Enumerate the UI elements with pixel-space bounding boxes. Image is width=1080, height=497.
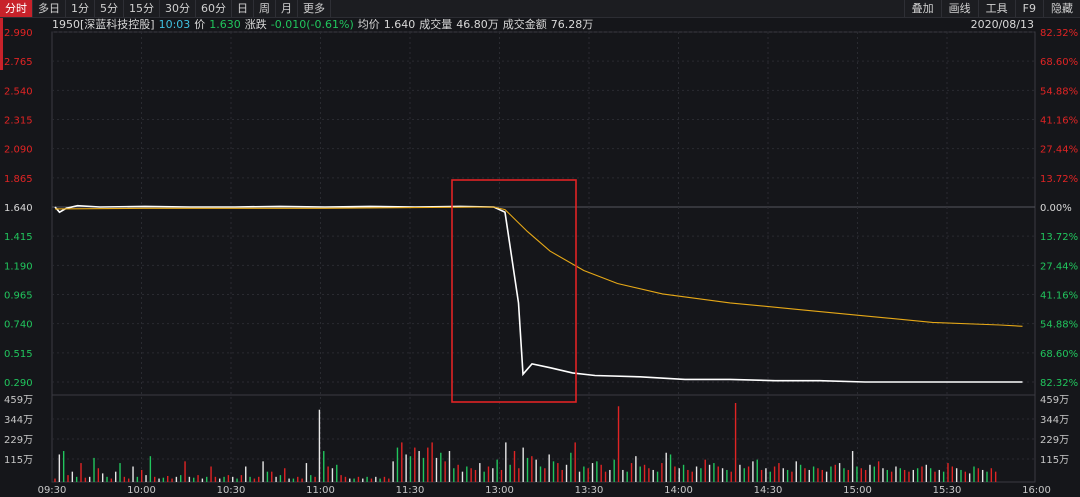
price-tick-label: 0.965 [4,291,33,302]
tool-buttons: 叠加 画线 工具 F9 隐藏 [903,0,1080,17]
tool-button-4[interactable]: 隐藏 [1043,0,1080,17]
volume-tick-label-right: 344万 [1040,415,1069,426]
time-tick-label: 11:00 [306,485,335,496]
pct-tick-label: 41.16% [1040,291,1078,302]
price-tick-label: 2.765 [4,57,33,68]
pct-tick-label: 54.88% [1040,86,1078,97]
price-tick-label: 0.515 [4,349,33,360]
time-tick-label: 09:30 [38,485,67,496]
price-tick-label: 2.090 [4,145,33,156]
tab-0[interactable]: 分时 [0,0,33,17]
volume-tick-label: 344万 [4,415,33,426]
tab-6[interactable]: 60分 [196,0,232,17]
highlight-box [451,179,577,403]
volume-tick-label-right: 229万 [1040,435,1069,446]
price-tick-label: 2.540 [4,86,33,97]
price-tick-label: 1.190 [4,261,33,272]
avg-price-label: 均价 [357,18,380,31]
pct-tick-label: 27.44% [1040,261,1078,272]
quote-info-bar: 1950[深蓝科技控股] 10:03 价 1.630 涨跌 -0.010(-0.61%) 均… [52,18,597,32]
tab-5[interactable]: 30分 [160,0,196,17]
change-label: 涨跌 [244,18,267,31]
tab-4[interactable]: 15分 [124,0,160,17]
tab-8[interactable]: 周 [254,0,276,17]
volume-value: 46.80万 [456,18,499,31]
price-tick-label: 1.415 [4,232,33,243]
price-line [54,204,1023,383]
tab-3[interactable]: 5分 [95,0,124,17]
tab-7[interactable]: 日 [232,0,254,17]
price-tick-label: 0.740 [4,320,33,331]
plot-frame [51,31,1036,483]
tool-button-1[interactable]: 画线 [940,0,978,17]
time-tick-label: 10:00 [127,485,156,496]
price-label: 价 [194,18,206,31]
volume-tick-label: 229万 [4,435,33,446]
price-tick-label: 2.315 [4,116,33,127]
amount-label: 成交金额 [502,18,547,31]
time-tick-label: 15:00 [843,485,872,496]
tab-2[interactable]: 1分 [66,0,95,17]
time-tick-label: 14:00 [664,485,693,496]
pct-tick-label: 0.00% [1040,203,1072,214]
volume-label: 成交量 [419,18,453,31]
time-tick-label: 15:30 [933,485,962,496]
tool-button-0[interactable]: 叠加 [903,0,941,17]
time-tick-label: 14:30 [754,485,783,496]
change-value: -0.010(-0.61%) [270,18,354,31]
pct-tick-label: 82.32% [1040,28,1078,39]
average-price-line [54,206,1023,327]
stock-code-name[interactable]: 1950[深蓝科技控股] [52,18,155,31]
quote-time: 10:03 [158,18,191,31]
price-tick-label: 0.290 [4,378,33,389]
time-tick-label: 16:00 [1022,485,1051,496]
pct-tick-label: 68.60% [1040,349,1078,360]
pct-tick-label: 13.72% [1040,232,1078,243]
amount-value: 76.28万 [550,18,594,31]
left-indicator-bar [0,18,3,70]
tab-9[interactable]: 月 [276,0,298,17]
volume-tick-label-right: 459万 [1040,395,1069,406]
time-tick-label: 13:00 [485,485,514,496]
avg-price-value: 1.640 [383,18,416,31]
time-tick-label: 11:30 [396,485,425,496]
chart-date: 2020/08/13 [970,18,1034,31]
price-tick-label: 1.865 [4,174,33,185]
pct-tick-label: 13.72% [1040,174,1078,185]
tab-1[interactable]: 多日 [33,0,66,17]
pct-tick-label: 27.44% [1040,145,1078,156]
tab-10[interactable]: 更多 [298,0,331,17]
price-tick-label: 2.990 [4,28,33,39]
period-tabs: 分时 多日 1分 5分 15分 30分 60分日周月更多 [0,0,331,17]
time-tick-label: 13:30 [575,485,604,496]
pct-tick-label: 41.16% [1040,116,1078,127]
pct-tick-label: 82.32% [1040,378,1078,389]
tool-button-3[interactable]: F9 [1014,0,1043,17]
volume-tick-label: 459万 [4,395,33,406]
time-tick-label: 10:30 [217,485,246,496]
volume-tick-label: 115万 [4,455,33,466]
pct-tick-label: 54.88% [1040,320,1078,331]
tool-button-2[interactable]: 工具 [977,0,1015,17]
toolbar: 分时 多日 1分 5分 15分 30分 60分日周月更多 叠加 画线 工具 F9 隐藏 [0,0,1080,18]
price-value: 1.630 [209,18,241,31]
pct-tick-label: 68.60% [1040,57,1078,68]
price-tick-label: 1.640 [4,203,33,214]
volume-tick-label-right: 115万 [1040,455,1069,466]
